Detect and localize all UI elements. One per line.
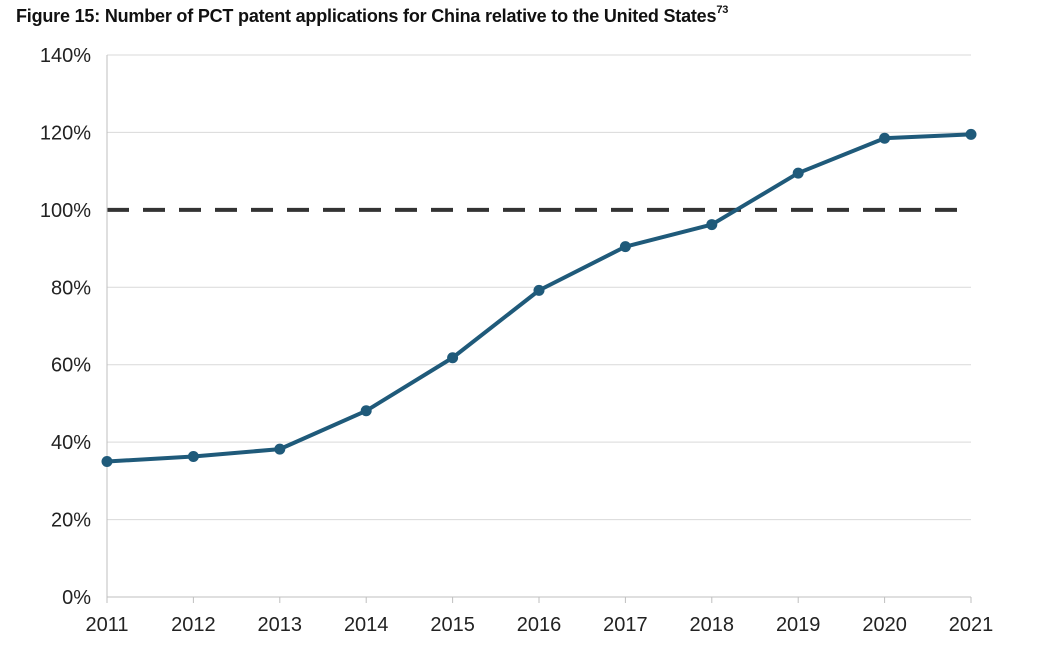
x-tick-label-2020: 2020 <box>862 614 907 636</box>
x-tick-label-2015: 2015 <box>430 614 475 636</box>
y-tick-label-80: 80% <box>51 277 91 299</box>
gridlines <box>107 54 971 521</box>
y-tick-label-0: 0% <box>62 587 91 609</box>
x-tick-label-2014: 2014 <box>344 614 389 636</box>
data-point-2014 <box>360 405 372 417</box>
series-group <box>101 128 977 467</box>
data-point-2021 <box>965 128 977 140</box>
data-point-2011 <box>101 456 113 467</box>
series-line-0 <box>105 132 973 464</box>
data-point-2012 <box>187 450 199 462</box>
y-tick-label-40: 40% <box>51 432 91 454</box>
x-tick-label-2021: 2021 <box>949 614 994 636</box>
data-point-2017 <box>619 241 631 253</box>
x-tick-label-2013: 2013 <box>258 614 303 636</box>
x-tick-label-2012: 2012 <box>171 614 216 636</box>
data-point-2020 <box>879 132 891 144</box>
y-tick-label-60: 60% <box>51 355 91 377</box>
x-tick-label-2016: 2016 <box>517 614 562 636</box>
y-axis-tick-labels: 0% 20% 40% 60% 80% 100% 120% 140% <box>40 45 91 609</box>
figure-title: Figure 15: Number of PCT patent applicat… <box>16 4 729 27</box>
x-tick-label-2019: 2019 <box>776 614 821 636</box>
x-tick-label-2018: 2018 <box>690 614 735 636</box>
y-tick-label-20: 20% <box>51 510 91 532</box>
data-point-2013 <box>274 443 286 455</box>
data-point-2019 <box>792 167 804 179</box>
data-point-2015 <box>447 352 459 364</box>
y-tick-label-140: 140% <box>40 45 91 67</box>
footnote-ref: 73 <box>716 4 729 16</box>
data-point-2016 <box>533 284 545 296</box>
y-tick-label-100: 100% <box>40 200 91 222</box>
axes <box>106 55 972 603</box>
x-tick-label-2017: 2017 <box>603 614 648 636</box>
data-point-2018 <box>706 219 718 231</box>
x-tick-label-2011: 2011 <box>85 614 128 636</box>
figure-title-text: Figure 15: Number of PCT patent applicat… <box>16 6 717 26</box>
y-tick-label-120: 120% <box>40 122 91 144</box>
x-axis-tick-labels: 2011 2012 2013 2014 2015 2016 2017 2018 2019 2020… <box>85 614 993 636</box>
